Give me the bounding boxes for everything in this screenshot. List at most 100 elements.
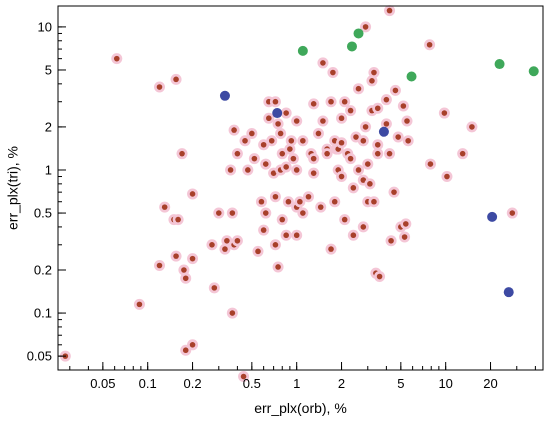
series-2 — [297, 28, 539, 82]
data-point — [360, 177, 367, 183]
data-point — [324, 150, 330, 157]
data-point — [338, 173, 345, 180]
data-point — [391, 189, 397, 195]
data-point — [222, 246, 228, 252]
data-point — [320, 60, 326, 66]
data-point — [297, 45, 308, 56]
data-point — [255, 248, 261, 255]
data-point — [288, 137, 295, 144]
data-point — [378, 126, 389, 137]
data-point — [310, 155, 317, 162]
data-point — [328, 98, 334, 105]
data-point — [441, 110, 448, 116]
data-point — [369, 78, 375, 84]
data-point — [459, 150, 466, 157]
data-point — [376, 273, 383, 280]
data-point — [347, 107, 354, 114]
data-point — [260, 141, 267, 148]
data-point — [386, 7, 393, 14]
data-point — [297, 198, 303, 205]
x-tick-label: 0.05 — [90, 376, 115, 391]
data-point — [161, 204, 168, 210]
data-point — [362, 124, 369, 130]
x-axis-ticks: 0.05 0.1 0.2 0.5 1 2 5 10 20 — [69, 362, 536, 391]
data-point — [360, 137, 367, 144]
data-point — [403, 221, 409, 227]
data-point — [371, 198, 377, 205]
y-axis-ticks: 0.05 0.1 0.2 0.5 1 2 5 10 — [27, 19, 66, 371]
data-point — [404, 118, 410, 124]
data-point — [383, 96, 390, 103]
data-point — [136, 301, 143, 308]
data-point — [260, 227, 267, 233]
x-tick-label: 10 — [438, 376, 452, 391]
data-point — [367, 181, 373, 187]
data-point — [400, 103, 407, 109]
data-point — [374, 105, 381, 112]
y-tick-label: 5 — [45, 62, 52, 77]
data-point — [374, 141, 381, 148]
data-point — [362, 24, 369, 30]
data-point — [406, 71, 417, 82]
data-point — [173, 253, 179, 259]
data-point — [283, 110, 289, 116]
data-point — [224, 237, 230, 244]
data-point — [215, 210, 222, 216]
data-point — [405, 137, 411, 144]
data-point — [113, 55, 120, 62]
data-point — [279, 216, 286, 223]
data-point — [331, 198, 338, 205]
data-point — [272, 108, 283, 119]
data-point — [355, 167, 362, 173]
data-point — [310, 170, 317, 176]
data-point — [487, 211, 498, 222]
y-tick-label: 0.1 — [34, 306, 52, 321]
data-point — [181, 267, 187, 273]
data-point — [426, 41, 433, 48]
data-point — [279, 150, 286, 157]
data-point — [156, 84, 163, 90]
data-point — [240, 373, 247, 380]
data-point — [266, 115, 272, 122]
data-point — [234, 237, 241, 244]
data-point — [328, 246, 334, 252]
data-point — [353, 28, 364, 39]
data-point — [275, 264, 281, 270]
data-point — [371, 69, 377, 76]
data-point — [338, 139, 345, 146]
data-point — [355, 85, 362, 92]
data-point — [315, 130, 322, 137]
x-tick-label: 0.1 — [139, 376, 157, 391]
data-point — [209, 241, 215, 248]
data-point — [189, 255, 196, 262]
data-point — [509, 210, 516, 216]
y-tick-label: 0.2 — [34, 262, 52, 277]
data-point — [189, 191, 196, 197]
data-point — [320, 118, 326, 124]
data-point — [175, 216, 181, 223]
data-point — [290, 155, 297, 162]
x-tick-label: 2 — [338, 376, 345, 391]
y-tick-label: 10 — [38, 19, 52, 34]
x-tick-label: 0.2 — [184, 376, 202, 391]
data-point — [341, 98, 348, 105]
data-point — [229, 310, 236, 316]
data-point — [229, 210, 236, 216]
data-point — [300, 137, 306, 144]
data-point — [189, 342, 196, 348]
data-point — [353, 134, 359, 140]
series-1 — [219, 90, 514, 298]
data-point — [270, 170, 277, 176]
data-point — [227, 167, 234, 173]
data-point — [182, 275, 189, 282]
data-point — [182, 347, 189, 354]
data-point — [283, 232, 289, 239]
data-point — [383, 121, 390, 127]
data-point — [262, 161, 269, 167]
data-point — [388, 237, 394, 244]
data-point — [283, 164, 289, 170]
y-tick-label: 0.5 — [34, 206, 52, 221]
data-point — [287, 146, 293, 152]
data-point — [211, 285, 218, 291]
plot-frame — [57, 5, 544, 371]
